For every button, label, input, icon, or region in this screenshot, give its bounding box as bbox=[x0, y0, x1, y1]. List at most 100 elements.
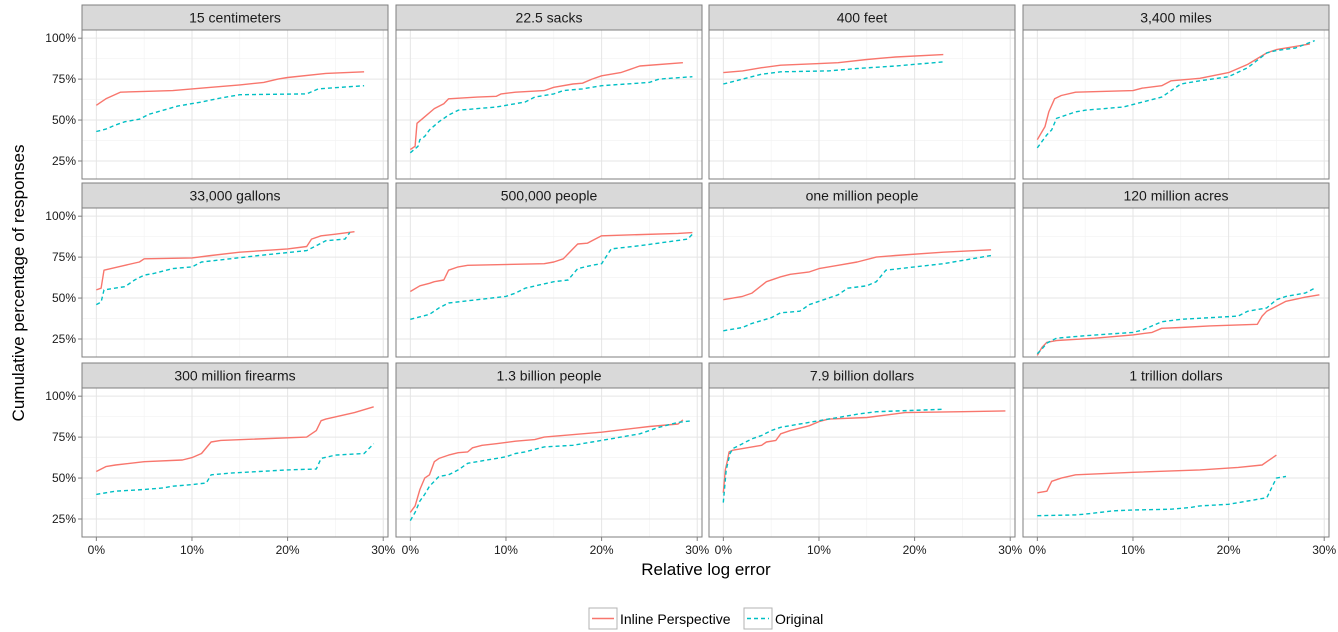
series-line-original bbox=[722, 408, 944, 503]
plot-area bbox=[82, 30, 388, 179]
legend-label-inline-perspective: Inline Perspective bbox=[620, 611, 731, 627]
x-tick-label: 0% bbox=[88, 543, 106, 557]
plot-area bbox=[396, 30, 702, 179]
x-tick-label: 0% bbox=[402, 543, 420, 557]
y-tick-label: 75% bbox=[52, 430, 76, 444]
facet-strip-label: 33,000 gallons bbox=[189, 188, 280, 204]
x-tick-label: 30% bbox=[1312, 543, 1336, 557]
series-line-inline-perspective bbox=[409, 231, 693, 293]
legend-label-original: Original bbox=[775, 611, 823, 627]
x-tick-label: 20% bbox=[1217, 543, 1241, 557]
series-line-inline-perspective bbox=[1036, 294, 1320, 356]
facet-strip bbox=[81, 182, 389, 209]
panel-border bbox=[395, 207, 703, 358]
series-line-inline-perspective bbox=[723, 249, 992, 301]
facet-strip-label: 400 feet bbox=[837, 10, 888, 26]
series-line-inline-perspective bbox=[96, 231, 355, 291]
x-tick-label: 10% bbox=[494, 543, 518, 557]
facet-strip-label: 500,000 people bbox=[501, 188, 598, 204]
facet-panel-7-9-billion-dollars: 7.9 billion dollars 0% 10% 20% 30% bbox=[708, 362, 1023, 557]
panel-border bbox=[81, 387, 389, 538]
panel-border bbox=[1022, 387, 1330, 538]
series-line-inline-perspective bbox=[95, 406, 374, 473]
facet-panel-15-centimeters: 15 centimeters 25% 50% 75% 100% bbox=[45, 4, 389, 180]
panel-border bbox=[708, 207, 1016, 358]
y-tick-label: 75% bbox=[52, 72, 76, 86]
x-tick-label: 10% bbox=[807, 543, 831, 557]
plot-area bbox=[1023, 388, 1329, 537]
facet-panel-22-5-sacks: 22.5 sacks bbox=[395, 4, 703, 180]
plot-area bbox=[1023, 30, 1329, 179]
x-tick-label: 10% bbox=[1121, 543, 1145, 557]
y-tick-label: 75% bbox=[52, 250, 76, 264]
series-line-inline-perspective bbox=[1037, 454, 1277, 494]
y-tick-label: 25% bbox=[52, 512, 76, 526]
x-tick-label: 10% bbox=[180, 543, 204, 557]
series-line-inline-perspective bbox=[409, 62, 683, 151]
series-line-inline-perspective bbox=[409, 419, 684, 513]
plot-area bbox=[396, 208, 702, 357]
facet-strip-label: 300 million firearms bbox=[174, 368, 295, 384]
x-tick-label: 30% bbox=[685, 543, 709, 557]
facet-strip-label: 7.9 billion dollars bbox=[810, 368, 914, 384]
facet-strip bbox=[81, 4, 389, 31]
facet-strip-label: 3,400 miles bbox=[1140, 10, 1212, 26]
plot-area bbox=[709, 388, 1015, 537]
y-tick-label: 25% bbox=[52, 154, 76, 168]
series-line-original bbox=[410, 233, 693, 320]
y-tick-label: 50% bbox=[52, 113, 76, 127]
facet-panel-120-million-acres: 120 million acres bbox=[1022, 182, 1330, 358]
y-axis-title: Cumulative percentage of responses bbox=[9, 145, 28, 422]
plot-area bbox=[709, 30, 1015, 179]
facet-panel-300-million-firearms: 300 million firearms 25% 50% 75% 100% 0% 10% 20… bbox=[45, 362, 396, 557]
x-tick-label: 20% bbox=[903, 543, 927, 557]
legend: Inline Perspective Original bbox=[588, 607, 823, 630]
series-line-original bbox=[409, 420, 693, 521]
series-line-inline-perspective bbox=[722, 410, 1006, 493]
plot-area bbox=[82, 388, 388, 537]
series-line-inline-perspective bbox=[723, 53, 944, 74]
panel-border bbox=[708, 387, 1016, 538]
facet-strip bbox=[708, 182, 1016, 209]
facet-strip bbox=[708, 4, 1016, 31]
facet-strip-label: 1 trillion dollars bbox=[1129, 368, 1222, 384]
x-tick-label: 20% bbox=[590, 543, 614, 557]
x-tick-label: 0% bbox=[1029, 543, 1047, 557]
series-line-original bbox=[409, 76, 693, 154]
facet-strip-label: 22.5 sacks bbox=[516, 10, 583, 26]
facet-panel-400-feet: 400 feet bbox=[708, 4, 1016, 180]
plot-area bbox=[1023, 208, 1329, 357]
panel-border bbox=[395, 29, 703, 180]
series-line-original bbox=[723, 61, 944, 85]
x-axis-title: Relative log error bbox=[641, 560, 771, 579]
x-tick-label: 0% bbox=[715, 543, 733, 557]
facet-strip-label: 1.3 billion people bbox=[496, 368, 601, 384]
facet-strip bbox=[1022, 4, 1330, 31]
y-tick-label: 50% bbox=[52, 471, 76, 485]
series-line-original bbox=[96, 443, 375, 496]
facet-strip bbox=[1022, 182, 1330, 209]
y-tick-label: 50% bbox=[52, 291, 76, 305]
plot-area bbox=[709, 208, 1015, 357]
y-tick-label: 25% bbox=[52, 332, 76, 346]
facet-strip-label: 120 million acres bbox=[1123, 188, 1228, 204]
panel-border bbox=[81, 29, 389, 180]
plot-area bbox=[396, 388, 702, 537]
facet-panel-one-million-people: one million people bbox=[708, 182, 1016, 358]
facet-panel-33-000-gallons: 33,000 gallons 25% 50% 75% 100% bbox=[45, 182, 389, 358]
facet-strip-label: one million people bbox=[806, 188, 919, 204]
panels-layer: 15 centimeters 25% 50% 75% 100% 22.5 sacks 400… bbox=[45, 4, 1337, 557]
facet-strip bbox=[1022, 362, 1330, 389]
panel-border bbox=[708, 29, 1016, 180]
panel-border bbox=[81, 207, 389, 358]
facet-panel-500-000-people: 500,000 people bbox=[395, 182, 703, 358]
x-tick-label: 30% bbox=[998, 543, 1022, 557]
y-tick-label: 100% bbox=[45, 389, 76, 403]
series-line-original bbox=[96, 85, 365, 133]
series-line-original bbox=[1036, 39, 1315, 149]
facet-panel-1-trillion-dollars: 1 trillion dollars 0% 10% 20% 30% bbox=[1022, 362, 1337, 557]
panel-border bbox=[1022, 207, 1330, 358]
y-tick-label: 100% bbox=[45, 209, 76, 223]
